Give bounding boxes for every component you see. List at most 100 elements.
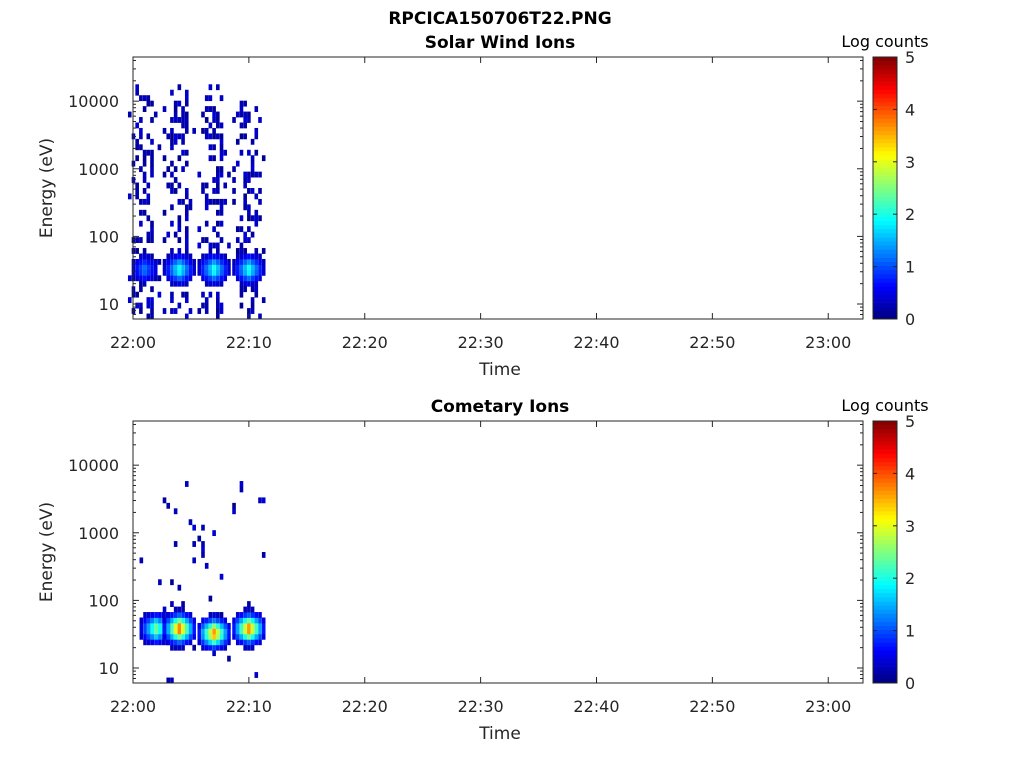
heatmap-cell (184, 149, 189, 156)
heatmap-cell (184, 297, 189, 304)
heatmap-cell (254, 248, 259, 254)
heatmap-cell (170, 308, 174, 314)
heatmap-cell (135, 302, 139, 309)
heatmap-cell (204, 220, 209, 227)
x-tick-label: 22:00 (110, 697, 156, 716)
heatmap-cell (143, 628, 147, 635)
heatmap-cell (235, 258, 240, 265)
heatmap-cell (243, 122, 247, 129)
colorbar-segment (873, 474, 897, 479)
heatmap-cell (146, 617, 151, 624)
heatmap-cell (139, 633, 144, 640)
heatmap-cell (219, 133, 224, 140)
heatmap-cell (216, 248, 220, 254)
heatmap-cell (201, 188, 205, 194)
colorbar-segment (873, 568, 897, 573)
colorbar-segment (873, 69, 897, 74)
colorbar-segment (873, 220, 897, 226)
heatmap-cell (208, 628, 213, 635)
heatmap-cell (239, 302, 244, 309)
heatmap-cell (208, 253, 213, 260)
heatmap-cell (247, 644, 251, 651)
heatmap-cell (254, 633, 259, 640)
heatmap-cell (162, 617, 167, 624)
heatmap-cell (146, 258, 151, 265)
colorbar-segment (873, 97, 897, 103)
heatmap-cell (250, 253, 255, 260)
heatmap-cell (181, 280, 185, 287)
heatmap-cell (254, 617, 259, 624)
heatmap-cell (219, 573, 224, 580)
heatmap-cell (212, 644, 216, 651)
heatmap-cell (173, 633, 178, 640)
colorbar-segment (873, 494, 897, 500)
colorbar-tick-label: 1 (905, 258, 915, 277)
heatmap-cell (177, 633, 182, 640)
colorbar-segment (873, 278, 897, 283)
heatmap-cells (127, 84, 266, 320)
heatmap-cell (177, 628, 182, 635)
heatmap-cell (250, 612, 255, 618)
colorbar-segment (873, 302, 897, 308)
heatmap-cell (158, 622, 162, 629)
heatmap-cell (204, 117, 209, 123)
colorbar-segment (873, 102, 897, 107)
heatmap-cell (188, 519, 193, 526)
colorbar-segment (873, 171, 897, 177)
colorbar-segment (873, 155, 897, 160)
colorbar-segment (873, 466, 897, 471)
heatmap-cell (235, 628, 240, 635)
heatmap-cell (142, 248, 147, 254)
heatmap-cell (235, 226, 240, 233)
x-tick-label: 22:20 (342, 697, 388, 716)
heatmap-cell (177, 133, 182, 140)
colorbar-segment (873, 629, 897, 635)
heatmap-cell (212, 226, 216, 233)
heatmap-cell (204, 633, 209, 640)
heatmap-cell (243, 171, 247, 178)
heatmap-cell (139, 308, 143, 314)
heatmap-cell (181, 639, 185, 646)
colorbar-segment (873, 552, 897, 557)
heatmap-cell (250, 644, 255, 651)
heatmap-cell (247, 204, 251, 211)
heatmap-cell (212, 258, 216, 265)
heatmap-cell (239, 226, 244, 233)
colorbar-segment (873, 192, 897, 197)
heatmap-cell (162, 606, 167, 613)
heatmap-cell (150, 275, 154, 282)
heatmap-cell (170, 644, 174, 651)
heatmap-cell (181, 149, 185, 156)
heatmap-cell (247, 308, 251, 314)
colorbar-segment (873, 642, 897, 647)
heatmap-cell (223, 269, 228, 276)
colorbar-segment (873, 625, 897, 631)
colorbar-segment (873, 142, 897, 148)
heatmap-cell (261, 248, 266, 254)
heatmap-cell (239, 248, 244, 254)
heatmap-cell (184, 160, 189, 167)
heatmap-cell (139, 280, 143, 287)
y-tick-label: 10000 (68, 92, 119, 111)
heatmap-cell (166, 258, 171, 265)
heatmap-cell (177, 639, 182, 646)
heatmap-cell (201, 253, 205, 260)
heatmap-cell (254, 253, 259, 260)
x-axis-label: Time (478, 724, 521, 744)
colorbar-segment (873, 453, 897, 459)
heatmap-cell (162, 633, 167, 640)
heatmap-cell (154, 622, 158, 629)
heatmap-cell (188, 204, 193, 211)
heatmap-cell (146, 269, 151, 276)
colorbar-segment (873, 294, 897, 299)
heatmap-cell (250, 606, 255, 613)
heatmap-cell (258, 269, 262, 276)
colorbar-segment (873, 486, 897, 491)
heatmap-cell (184, 193, 189, 200)
heatmap-cell (212, 155, 216, 162)
heatmap-cell (150, 117, 154, 123)
heatmap-cell (188, 617, 193, 624)
heatmap-cell (239, 133, 244, 140)
heatmap-cell (243, 628, 247, 635)
